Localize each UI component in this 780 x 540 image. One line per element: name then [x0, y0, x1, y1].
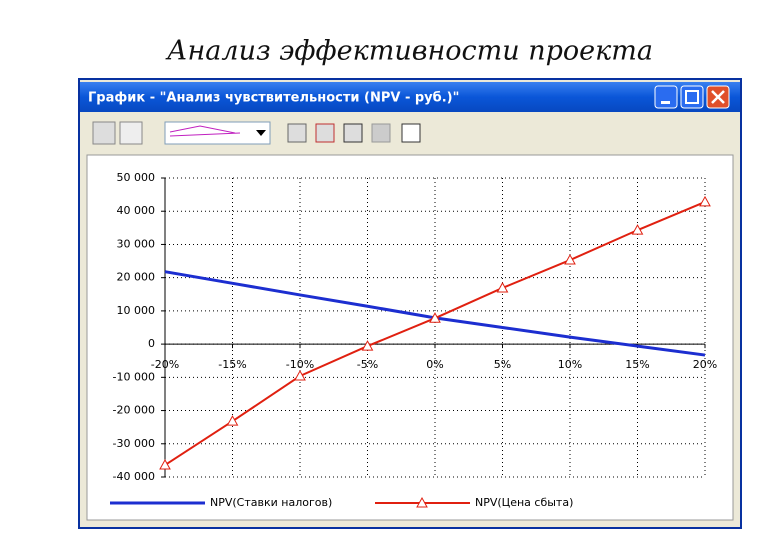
- point-marker: [159, 459, 171, 470]
- point-marker: [361, 340, 374, 351]
- copy-button[interactable]: [371, 123, 391, 143]
- point-marker: [631, 224, 644, 235]
- point-marker: [496, 281, 509, 293]
- table-button[interactable]: [401, 123, 421, 143]
- y-tick-label: -40 000: [113, 470, 155, 483]
- x-tick-label: -5%: [357, 358, 378, 371]
- properties-button[interactable]: [287, 123, 307, 143]
- legend-label: NPV(Ставки налогов): [210, 496, 332, 509]
- point-marker: [226, 415, 239, 426]
- point-marker: [294, 369, 306, 381]
- x-tick-label: -10%: [286, 358, 314, 371]
- x-tick-label: 0%: [426, 358, 443, 371]
- minimize-button[interactable]: [654, 85, 678, 109]
- x-tick-label: 5%: [494, 358, 511, 371]
- maximize-icon: [685, 90, 699, 104]
- x-tick-label: 10%: [558, 358, 582, 371]
- x-tick-label: 20%: [693, 358, 717, 371]
- print-button[interactable]: [92, 121, 116, 145]
- title-bar: [80, 82, 740, 112]
- y-tick-label: -30 000: [113, 437, 155, 450]
- y-tick-label: -20 000: [113, 404, 155, 417]
- y-tick-label: 10 000: [117, 304, 156, 317]
- slide-title: Анализ эффективности проекта: [165, 36, 653, 67]
- legend-marker: [416, 496, 428, 508]
- y-tick-label: -10 000: [113, 370, 155, 383]
- dropdown-preview: [169, 125, 241, 137]
- point-marker: [699, 195, 711, 207]
- chart-type-button[interactable]: [315, 123, 335, 143]
- point-marker: [429, 312, 441, 323]
- y-tick-label: 50 000: [117, 171, 156, 184]
- minimize-icon: [661, 101, 670, 104]
- window-title: График - "Анализ чувствительности (NPV -…: [88, 91, 459, 106]
- chart-area: [86, 154, 734, 521]
- series-dropdown[interactable]: [164, 121, 271, 145]
- axes-button[interactable]: [343, 123, 363, 143]
- point-marker: [564, 254, 576, 265]
- y-tick-label: 0: [148, 337, 155, 350]
- dropdown-arrow: [256, 130, 266, 136]
- maximize-button[interactable]: [680, 85, 704, 109]
- x-tick-label: 15%: [625, 358, 649, 371]
- y-tick-label: 40 000: [117, 204, 156, 217]
- legend-label: NPV(Цена сбыта): [475, 496, 573, 509]
- x-tick-label: -15%: [218, 358, 246, 371]
- y-tick-label: 30 000: [117, 237, 156, 250]
- y-tick-label: 20 000: [117, 271, 156, 284]
- preview-button[interactable]: [119, 121, 143, 145]
- close-icon: [711, 90, 725, 104]
